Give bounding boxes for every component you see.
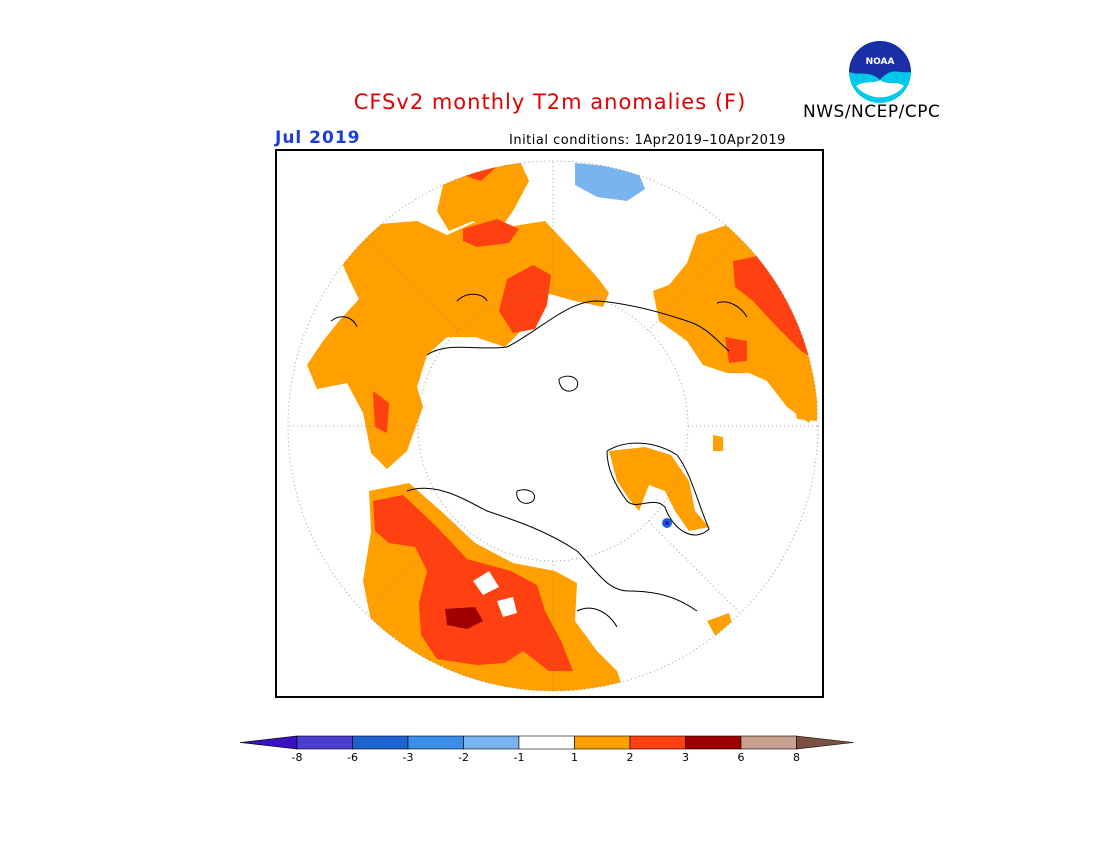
colorbar-label: -8 <box>292 751 303 764</box>
colorbar-bin <box>796 735 854 750</box>
forecast-month: Jul 2019 <box>275 128 361 148</box>
colorbar: -8 -6 -3 -2 -1 1 2 3 6 8 <box>239 735 854 764</box>
northwest-russia-warm-core <box>463 219 519 247</box>
noaa-logo: NOAA <box>849 41 911 103</box>
colorbar-label: 3 <box>682 751 689 764</box>
chart-title: CFSv2 monthly T2m anomalies (F) <box>353 90 747 114</box>
north-africa-cool-area <box>575 163 645 201</box>
map-frame <box>275 149 824 698</box>
colorbar-bin <box>685 735 742 750</box>
colorbar-bin <box>629 735 686 750</box>
colorbar-label: 6 <box>738 751 745 764</box>
colorbar-bin <box>574 735 631 750</box>
colorbar-label: -2 <box>458 751 469 764</box>
colorbar-label: -1 <box>514 751 525 764</box>
coastline-north-america <box>406 487 698 612</box>
eurasia-anomaly <box>307 221 609 469</box>
colorbar-bin <box>352 735 409 750</box>
northern-europe-anomaly <box>437 161 529 233</box>
agency-label: NWS/NCEP/CPC <box>803 102 941 122</box>
polar-map <box>287 160 819 692</box>
colorbar-bin <box>518 735 575 750</box>
western-canada-hot-spot <box>445 607 483 629</box>
colorbar-label: 1 <box>571 751 578 764</box>
colorbar-label: 8 <box>793 751 800 764</box>
colorbar-bin <box>740 735 797 750</box>
coastline-eurasia <box>426 300 730 356</box>
noaa-logo-text: NOAA <box>866 57 895 67</box>
colorbar-bin <box>239 735 298 750</box>
siberia-warm-core <box>499 265 551 333</box>
initial-conditions: Initial conditions: 1Apr2019–10Apr2019 <box>509 133 786 148</box>
colorbar-bin <box>296 735 353 750</box>
colorbar-bin <box>407 735 464 750</box>
greenland-anomaly <box>609 447 709 531</box>
colorbar-bin <box>463 735 520 750</box>
coastline-greenland <box>606 442 710 536</box>
western-canada-warm-core <box>373 495 573 671</box>
colorbar-label: -3 <box>403 751 414 764</box>
colorbar-label: 2 <box>627 751 634 764</box>
colorbar-label: -6 <box>347 751 358 764</box>
